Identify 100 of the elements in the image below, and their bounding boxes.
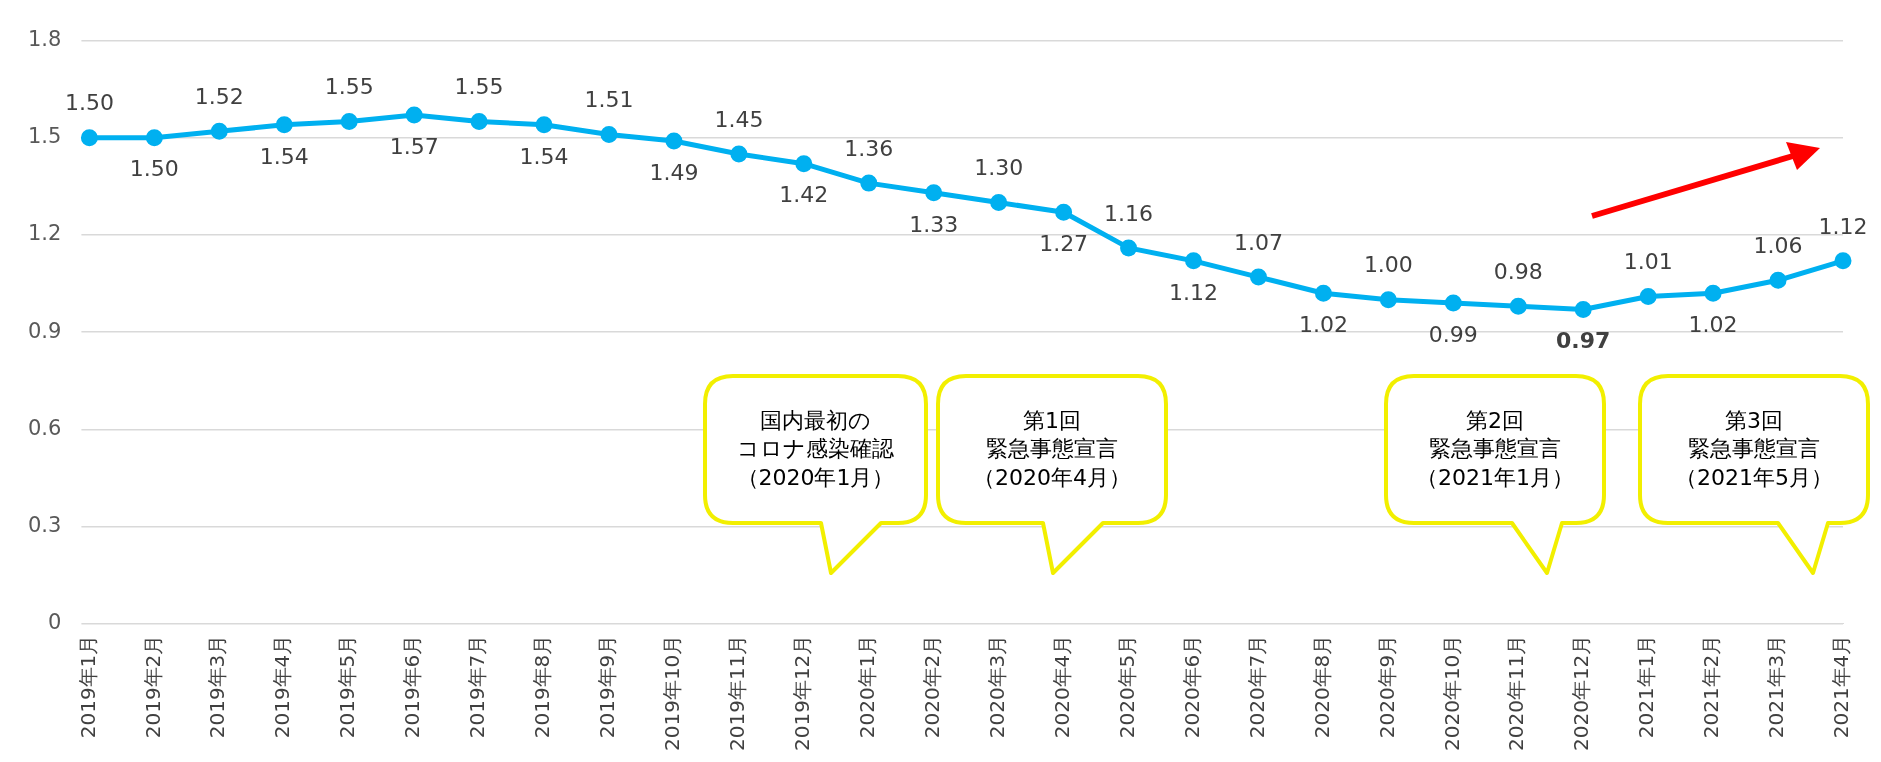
point (1704, 284, 1722, 302)
x-tick-label: 2020年12月 (1569, 634, 1594, 752)
x-tick-label: 2021年4月 (1829, 634, 1854, 739)
data-label: 1.06 (1753, 233, 1803, 259)
annotation: 第1回 (1023, 406, 1081, 435)
x-tick-label: 2019年11月 (725, 634, 750, 752)
point (1379, 291, 1397, 309)
x-tick-label: 2019年5月 (335, 634, 360, 739)
x-tick-label: 2021年2月 (1699, 634, 1724, 739)
data-label: 1.12 (1818, 213, 1868, 239)
point (535, 116, 553, 134)
data-label: 1.02 (1688, 311, 1738, 337)
x-tick-label: 2019年1月 (75, 634, 100, 739)
data-label: 0.99 (1428, 321, 1478, 347)
point (925, 184, 943, 202)
y-tick-label: 1.2 (27, 221, 62, 246)
x-tick-label: 2020年6月 (1179, 634, 1204, 739)
annotation: （2021年5月） (1675, 463, 1833, 492)
data-label: 1.36 (844, 135, 894, 161)
annotation: 第2回 (1466, 406, 1524, 435)
point (275, 116, 293, 134)
data-label: 1.42 (779, 182, 829, 208)
point (1509, 297, 1527, 315)
point (145, 129, 163, 147)
x-tick-label: 2020年7月 (1244, 634, 1269, 739)
point (1055, 203, 1073, 221)
y-tick-label: 0 (48, 610, 62, 635)
x-tick-label: 2020年1月 (854, 634, 879, 739)
point (1639, 288, 1657, 305)
data-label: 1.30 (974, 155, 1024, 181)
point (80, 129, 98, 147)
data-label: 1.54 (519, 143, 569, 169)
x-tick-label: 2019年12月 (790, 634, 815, 752)
point (470, 113, 488, 131)
y-tick-label: 0.3 (27, 512, 62, 537)
x-tick-label: 2020年8月 (1309, 634, 1334, 739)
point (730, 145, 748, 163)
x-tick-label: 2020年5月 (1114, 634, 1139, 739)
point (1834, 252, 1852, 270)
y-tick-label: 0.6 (27, 415, 62, 440)
x-tick-label: 2021年1月 (1634, 634, 1659, 739)
x-tick-label: 2019年6月 (400, 634, 425, 739)
data-label: 1.51 (584, 87, 634, 113)
data-label: 1.55 (324, 74, 374, 100)
x-tick-label: 2021年3月 (1764, 634, 1789, 739)
x-tick-label: 2020年9月 (1374, 634, 1399, 739)
point (405, 106, 423, 124)
annotation: （2020年1月） (736, 463, 895, 492)
data-label: 1.52 (194, 84, 244, 110)
x-tick-label: 2019年2月 (140, 634, 165, 739)
annotation: 第3回 (1725, 406, 1783, 435)
point (1769, 271, 1787, 289)
x-tick-label: 2019年10月 (660, 634, 685, 752)
y-tick-label: 0.9 (27, 318, 62, 343)
annotation: 緊急事態宣言 (1429, 435, 1561, 464)
data-label: 1.07 (1233, 229, 1283, 255)
data-label: 0.97 (1556, 328, 1611, 354)
data-label: 1.50 (129, 156, 179, 182)
point (665, 132, 683, 150)
x-tick-label: 2020年3月 (984, 634, 1009, 739)
x-tick-label: 2020年4月 (1049, 634, 1074, 739)
point (210, 122, 228, 140)
data-label: 1.45 (714, 106, 764, 132)
point (860, 174, 878, 192)
x-tick-label: 2020年11月 (1504, 634, 1529, 752)
point (1574, 300, 1592, 318)
point (990, 194, 1008, 212)
point (1185, 252, 1203, 270)
y-tick-label: 1.5 (27, 124, 62, 149)
x-tick-label: 2019年7月 (465, 634, 490, 739)
data-label: 0.98 (1493, 258, 1543, 284)
x-tick-label: 2019年8月 (530, 634, 555, 739)
point (1249, 268, 1267, 286)
data-label: 1.12 (1169, 279, 1219, 305)
x-tick-label: 2020年10月 (1439, 634, 1464, 752)
data-label: 1.01 (1623, 249, 1673, 275)
annotation: （2021年1月） (1416, 463, 1574, 492)
point (795, 155, 813, 173)
annotation: （2020年4月） (973, 463, 1131, 492)
annotation: 緊急事態宣言 (1688, 435, 1820, 464)
data-label: 1.16 (1104, 200, 1154, 226)
data-label: 1.27 (1039, 231, 1089, 256)
x-tick-label: 2019年9月 (595, 634, 620, 739)
point (600, 126, 618, 144)
annotation: コロナ感染確認 (737, 435, 894, 464)
data-label: 1.50 (64, 90, 114, 116)
x-tick-label: 2019年4月 (270, 634, 295, 739)
data-label: 1.49 (649, 159, 699, 185)
y-tick-label: 1.8 (27, 27, 62, 52)
data-label: 1.55 (454, 74, 504, 100)
annotation: 国内最初の (760, 406, 871, 435)
point (1120, 239, 1138, 257)
x-tick-label: 2020年2月 (919, 634, 944, 739)
point (1444, 294, 1462, 312)
data-label: 1.02 (1298, 311, 1348, 337)
x-tick-label: 2019年3月 (205, 634, 230, 739)
data-label: 1.54 (259, 143, 309, 169)
annotation: 緊急事態宣言 (986, 435, 1118, 464)
data-label: 1.00 (1363, 252, 1413, 278)
point (1314, 284, 1332, 302)
